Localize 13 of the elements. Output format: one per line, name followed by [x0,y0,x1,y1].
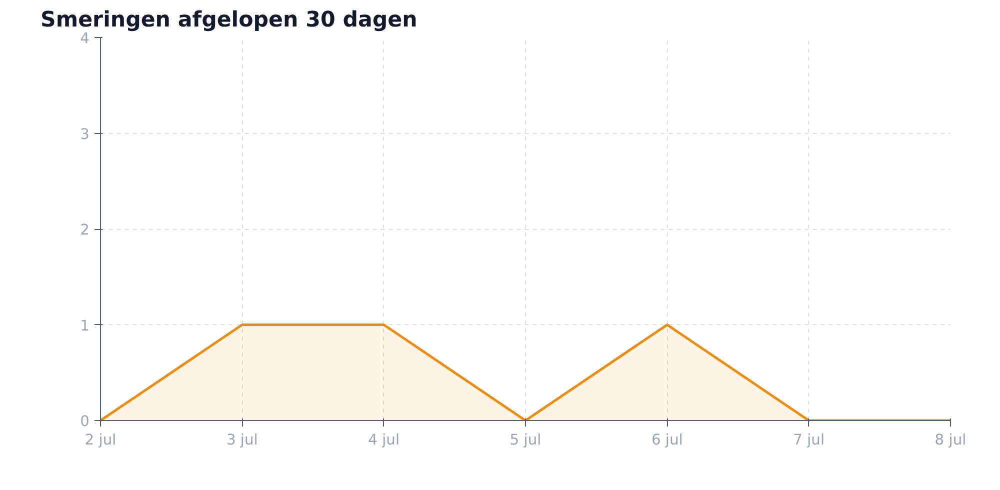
x-tick-label: 6 jul [651,432,683,448]
y-tick-label: 0 [80,413,90,430]
x-tick-label: 4 jul [368,432,400,448]
x-tick-label: 2 jul [84,432,116,448]
x-tick-label: 7 jul [793,432,825,448]
y-tick-label: 3 [80,126,90,143]
y-tick-label: 1 [80,317,90,334]
x-tick-label: 8 jul [934,432,966,448]
y-tick-label: 2 [80,222,90,238]
x-tick-label: 5 jul [510,432,542,448]
x-tick-label: 3 jul [226,432,258,448]
y-tick-label: 4 [80,30,90,47]
chart-title: Smeringen afgelopen 30 dagen [40,8,418,32]
